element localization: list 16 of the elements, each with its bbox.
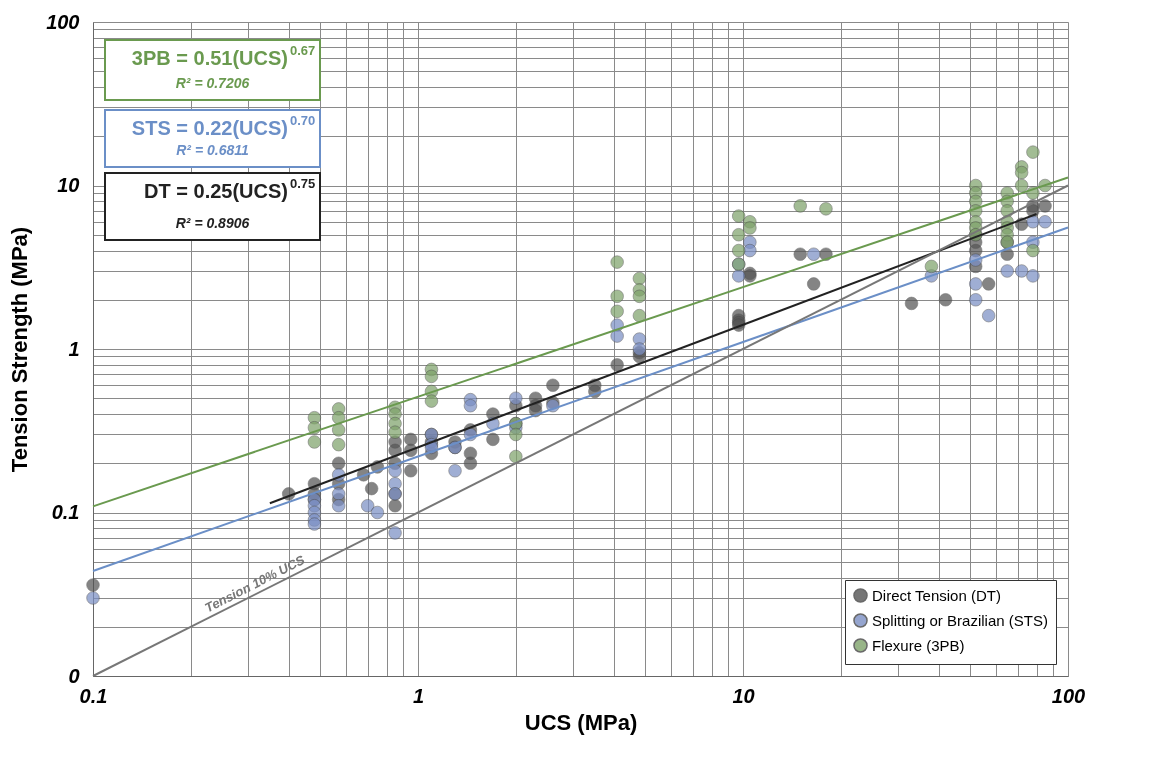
y-axis-title: Tension Strength (MPa)	[7, 226, 33, 473]
annotation: R² = 0.8906	[175, 215, 250, 231]
x-tick-label: 100	[1051, 684, 1086, 707]
y-tick-label: 0	[68, 664, 80, 687]
annotation: R² = 0.6811	[176, 142, 249, 158]
x-tick-label: 10	[732, 684, 755, 707]
y-tick-label: 1	[68, 337, 80, 360]
legend-label: Direct Tension (DT)	[872, 586, 1001, 604]
y-tick-label: 10	[57, 174, 80, 196]
y-tick-label: 100	[46, 10, 80, 33]
x-tick-label: 1	[412, 684, 425, 707]
annotation: R² = 0.7206	[175, 75, 250, 91]
x-axis-title: UCS (MPa)	[524, 709, 638, 735]
y-tick-label: 0.1	[51, 501, 80, 523]
legend-label: Flexure (3PB)	[872, 636, 965, 654]
legend-label: Splitting or Brazilian (STS)	[872, 611, 1048, 629]
